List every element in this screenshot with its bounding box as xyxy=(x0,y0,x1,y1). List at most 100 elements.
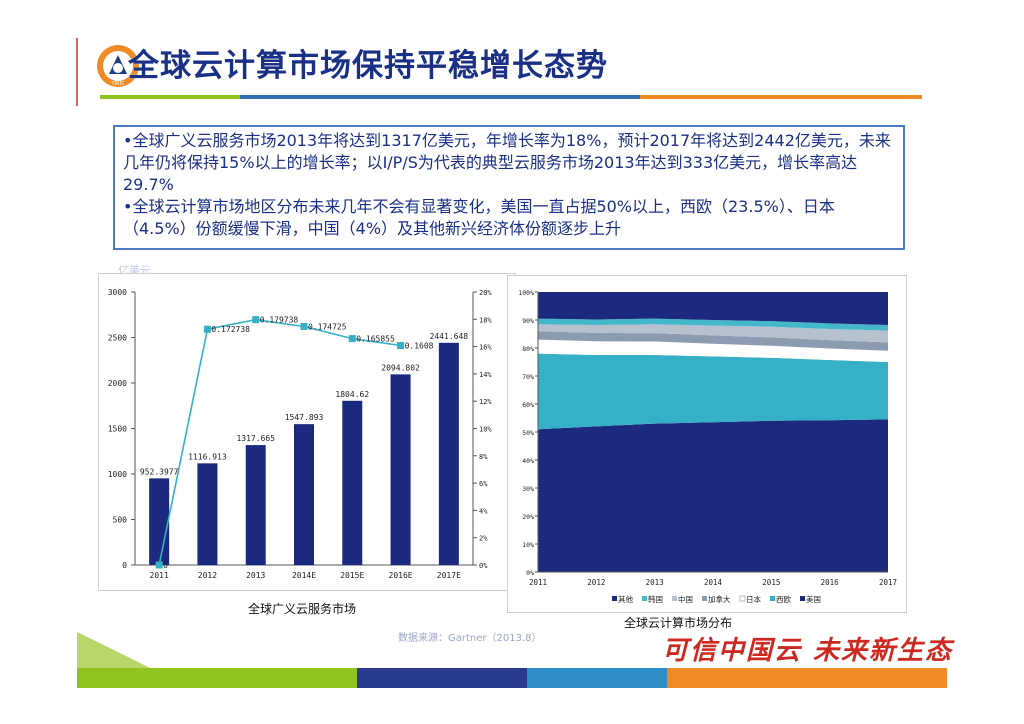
growth-rate-label: 0.174725 xyxy=(308,323,347,332)
y2-tick-label: 16% xyxy=(479,344,492,352)
y2-tick-label: 20% xyxy=(479,289,492,297)
legend-swatch xyxy=(800,596,805,601)
bar xyxy=(294,424,314,565)
legend-label: 西欧 xyxy=(776,594,791,604)
bar-value-label: 952.3977 xyxy=(140,467,179,476)
bar xyxy=(149,478,170,565)
area-其他 xyxy=(538,292,888,326)
y-tick-label: 10% xyxy=(522,541,534,549)
bar xyxy=(438,342,459,565)
header-bar-blue xyxy=(240,95,640,99)
growth-rate-label: 0.1608 xyxy=(405,342,434,351)
y2-tick-label: 10% xyxy=(479,426,492,434)
growth-rate-label: 0.179738 xyxy=(260,316,299,325)
bar xyxy=(197,463,218,565)
legend-label: 加拿大 xyxy=(708,594,731,604)
area-西欧 xyxy=(538,353,888,430)
bar xyxy=(245,445,266,565)
growth-rate-point xyxy=(252,316,260,324)
growth-rate-point xyxy=(300,323,308,331)
x-tick-label: 2012 xyxy=(198,571,217,580)
area-中国 xyxy=(538,324,888,343)
legend-swatch xyxy=(642,596,647,601)
y2-tick-label: 2% xyxy=(479,535,488,543)
growth-rate-point xyxy=(348,335,356,343)
footer-bar-navy xyxy=(357,668,527,688)
y-tick-label: 3000 xyxy=(108,288,127,297)
y2-tick-label: 4% xyxy=(479,507,488,515)
x-tick-label: 2016 xyxy=(821,578,840,587)
growth-rate-label: 0.172738 xyxy=(211,325,250,334)
x-tick-label: 2013 xyxy=(246,571,265,580)
x-tick-label: 2012 xyxy=(587,578,605,587)
legend-swatch xyxy=(770,596,775,601)
y2-tick-label: 14% xyxy=(479,371,492,379)
y-tick-label: 50% xyxy=(522,429,534,437)
y-tick-label: 60% xyxy=(522,401,534,409)
x-tick-label: 2014E xyxy=(292,571,316,580)
x-tick-label: 2016E xyxy=(389,571,413,580)
y2-tick-label: 8% xyxy=(479,453,488,461)
growth-rate-label: 0.165855 xyxy=(356,335,395,344)
legend-swatch xyxy=(612,596,617,601)
growth-rate-point xyxy=(203,325,211,333)
header-bar-green xyxy=(100,95,240,99)
y-tick-label: 500 xyxy=(113,516,128,525)
y2-tick-label: 18% xyxy=(479,316,492,324)
growth-rate-label: 0 xyxy=(163,561,168,570)
bar-value-label: 2441.648 xyxy=(430,332,469,341)
x-tick-label: 2015E xyxy=(340,571,364,580)
x-tick-label: 2017 xyxy=(879,578,897,587)
bar-value-label: 1804.62 xyxy=(335,390,369,399)
footer-bar-orange xyxy=(667,668,947,688)
y-tick-label: 0% xyxy=(526,569,534,577)
right-chart-caption: 全球云计算市场分布 xyxy=(624,616,733,630)
bar-value-label: 1547.893 xyxy=(285,413,324,422)
footer-decoration xyxy=(77,632,947,688)
y-tick-label: 0 xyxy=(122,561,127,570)
x-tick-label: 2013 xyxy=(646,578,664,587)
x-tick-label: 2015 xyxy=(762,578,780,587)
x-tick-label: 2017E xyxy=(437,571,461,580)
bar xyxy=(390,374,411,565)
y2-tick-label: 6% xyxy=(479,480,488,488)
legend-swatch xyxy=(672,596,677,601)
cloud-market-chart-panel: 0 500 1000 1500 2000 2500 3000 0% 2% 4% 6% 8% 10% 12%… xyxy=(98,273,516,591)
y-tick-label: 40% xyxy=(522,457,534,465)
header-decoration xyxy=(76,38,922,106)
y-tick-label: 20% xyxy=(522,513,534,521)
y-tick-label: 2500 xyxy=(108,334,127,343)
header-bar-orange xyxy=(640,95,922,99)
bar-value-label: 2094.802 xyxy=(381,363,420,372)
footer-bar-blue xyxy=(527,668,667,688)
y-tick-label: 90% xyxy=(522,317,534,325)
legend-label: 其他 xyxy=(618,594,633,604)
area-日本 xyxy=(538,339,888,362)
bar-value-label: 1116.913 xyxy=(188,452,227,461)
bar xyxy=(342,400,363,565)
y-tick-label: 2000 xyxy=(108,379,127,388)
x-tick-label: 2011 xyxy=(150,571,169,580)
legend-label: 韩国 xyxy=(648,594,663,604)
logo-letters: TRUC xyxy=(111,81,124,87)
page-title: 全球云计算市场保持平稳增长态势 xyxy=(128,48,608,84)
y-tick-label: 100% xyxy=(518,289,534,297)
legend-swatch xyxy=(702,596,707,601)
growth-rate-point xyxy=(397,342,405,350)
area-美国 xyxy=(538,419,888,572)
data-source: 数据来源：Gartner（2013.8） xyxy=(398,633,542,644)
growth-rate-line xyxy=(158,318,401,566)
footer-green-swoosh xyxy=(77,632,150,668)
bar-value-label: 1317.665 xyxy=(236,434,275,443)
legend-label: 日本 xyxy=(746,594,761,604)
y-tick-label: 1500 xyxy=(108,425,127,434)
bullet-2: •全球云计算市场地区分布未来几年不会有显著变化，美国一直占据50%以上，西欧（2… xyxy=(123,197,835,238)
cloud-market-chart: 0 500 1000 1500 2000 2500 3000 0% 2% 4% 6% 8% 10% 12%… xyxy=(108,288,493,580)
y-tick-label: 70% xyxy=(522,373,534,381)
slogan: 可信中国云 未来新生态 xyxy=(662,636,954,666)
summary-box: •全球广义云服务市场2013年将达到1317亿美元，年增长率为18%，预计201… xyxy=(113,125,905,250)
legend-label: 美国 xyxy=(806,594,821,604)
legend-swatch xyxy=(739,595,746,602)
market-share-chart-panel: 0% 10% 20% 30% 40% 50% 60% 70% 80% 90% 100% 2011 201… xyxy=(507,275,907,613)
y2-tick-label: 0% xyxy=(479,562,488,570)
